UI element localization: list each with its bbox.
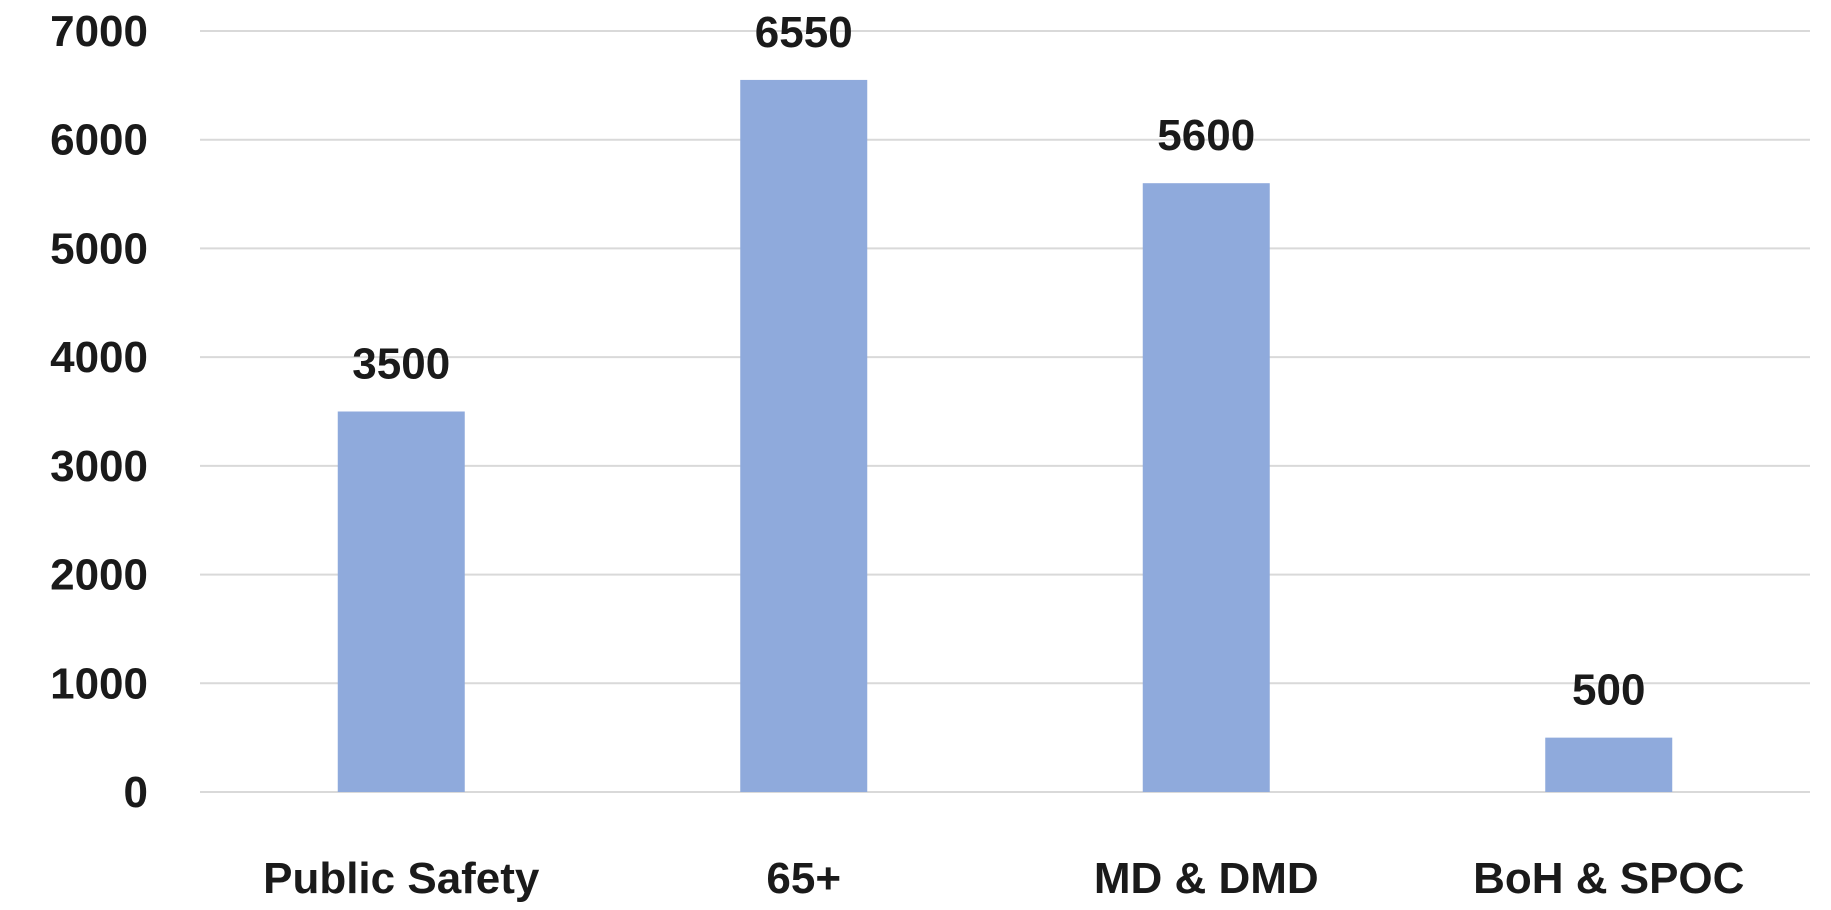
gridlines — [200, 30, 1810, 793]
y-tick-label: 7000 — [50, 7, 148, 56]
bar — [1142, 183, 1270, 792]
x-category-label: MD & DMD — [1094, 854, 1319, 903]
data-label: 6550 — [755, 8, 853, 57]
y-tick-label: 4000 — [50, 333, 148, 382]
bar — [1545, 737, 1673, 792]
bar — [740, 79, 868, 792]
y-axis-tick-labels: 0 1000 2000 3000 4000 5000 6000 7000 — [50, 7, 148, 817]
y-tick-label: 6000 — [50, 116, 148, 165]
data-label: 500 — [1572, 666, 1645, 715]
x-category-label: BoH & SPOC — [1473, 854, 1744, 903]
y-tick-label: 1000 — [50, 659, 148, 708]
x-category-label: Public Safety — [263, 854, 540, 903]
data-label: 5600 — [1157, 111, 1255, 160]
bars — [337, 79, 1673, 792]
y-tick-label: 5000 — [50, 224, 148, 273]
y-tick-label: 2000 — [50, 551, 148, 600]
x-axis-category-labels: Public Safety 65+ MD & DMD BoH & SPOC — [263, 854, 1744, 903]
x-category-label: 65+ — [766, 854, 841, 903]
data-labels: 3500 6550 5600 500 — [352, 8, 1645, 715]
y-tick-label: 0 — [124, 768, 148, 817]
data-label: 3500 — [352, 340, 450, 389]
y-tick-label: 3000 — [50, 442, 148, 491]
bar — [337, 411, 465, 792]
